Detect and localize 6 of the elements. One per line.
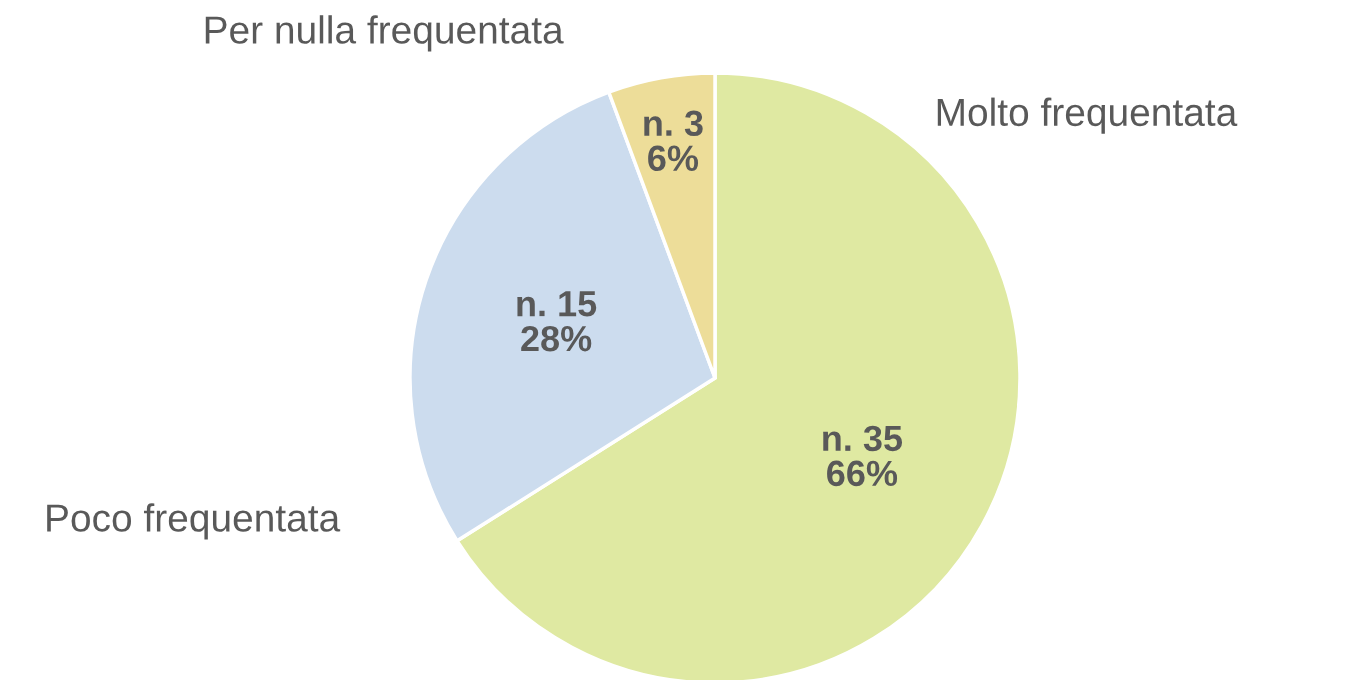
slice-label: Poco frequentata	[47, 503, 341, 540]
slice-label: Per nulla frequentata	[205, 15, 564, 52]
data-label: n. 35 66%	[823, 425, 903, 487]
data-label: n. 15 28%	[517, 291, 597, 352]
data-label: n. 3 6%	[644, 110, 703, 172]
slice-label: Molto frequentata	[937, 97, 1238, 134]
